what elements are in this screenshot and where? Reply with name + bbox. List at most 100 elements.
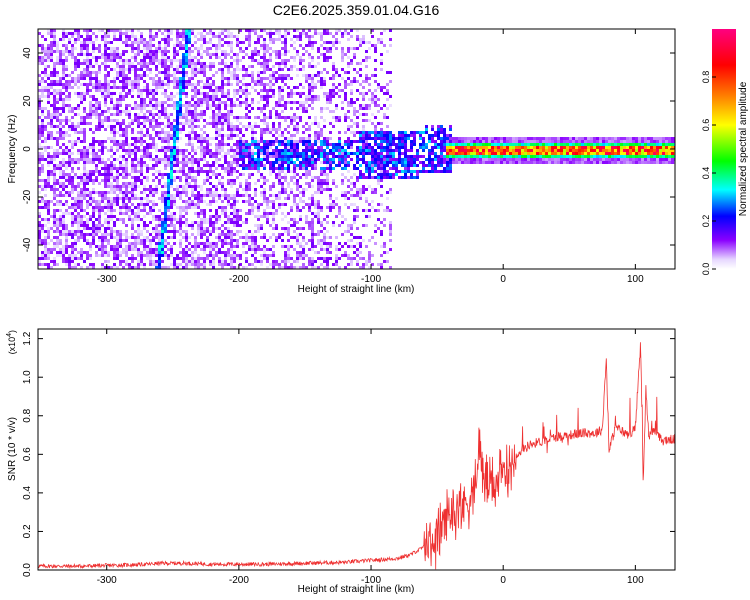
spectrogram-cell (356, 263, 359, 266)
spectrogram-cell (131, 185, 134, 188)
spectrogram-cell (62, 143, 65, 146)
spectrogram-cell (53, 197, 56, 200)
spectrogram-cell (77, 86, 80, 89)
spectrogram-cell (206, 104, 209, 107)
spectrogram-cell (89, 41, 92, 44)
spectrogram-cell (122, 62, 125, 65)
spectrogram-cell (131, 227, 134, 230)
spectrogram-cell (344, 164, 347, 167)
spectrogram-cell (158, 104, 161, 107)
spectrogram-cell (101, 110, 104, 113)
spectrogram-cell (347, 128, 350, 131)
spectrogram-cell (170, 113, 173, 116)
spectrogram-cell (68, 179, 71, 182)
spectrogram-cell (311, 101, 314, 104)
spectrogram-cell (65, 59, 68, 62)
spectrogram-cell (206, 236, 209, 239)
spectrogram-cell (350, 239, 353, 242)
spectrogram-cell (320, 224, 323, 227)
spectrogram-cell (224, 260, 227, 263)
spectrogram-cell (62, 251, 65, 254)
spectrogram-cell (302, 257, 305, 260)
spectrogram-cell (278, 113, 281, 116)
spectrogram-cell (122, 110, 125, 113)
spectrogram-cell (158, 131, 161, 134)
spectrogram-cell (203, 170, 206, 173)
spectrogram-cell (47, 89, 50, 92)
spectrogram-cell (68, 182, 71, 185)
spectrogram-cell (125, 254, 128, 257)
spectrogram-cell (221, 251, 224, 254)
spectrogram-cell (233, 161, 236, 164)
spectrogram-cell (113, 137, 116, 140)
spectrogram-cell (182, 44, 185, 47)
spectrogram-cell (161, 56, 164, 59)
spectrogram-cell (95, 98, 98, 101)
spectrogram-cell (227, 71, 230, 74)
spectrogram-cell (326, 185, 329, 188)
spectrogram-cell (281, 245, 284, 248)
spectrogram-cell (122, 155, 125, 158)
spectrogram-cell (179, 44, 182, 47)
spectrogram-cell (359, 149, 362, 152)
spectrogram-cell (122, 68, 125, 71)
spectrogram-cell (233, 203, 236, 206)
spectrogram-cell (155, 80, 158, 83)
spectrogram-cell (296, 167, 299, 170)
spectrogram-cell (53, 164, 56, 167)
spectrogram-cell (74, 41, 77, 44)
spectrogram-cell (107, 233, 110, 236)
spectrogram-cell (293, 59, 296, 62)
spectrogram-cell (62, 224, 65, 227)
spectrogram-cell (308, 62, 311, 65)
spectrogram-cell (140, 191, 143, 194)
spectrogram-cell (203, 221, 206, 224)
spectrogram-cell (254, 224, 257, 227)
spectrogram-cell (116, 188, 119, 191)
spectrogram-cell (185, 62, 188, 65)
spectrogram-cell (83, 53, 86, 56)
spectrogram-cell (332, 155, 335, 158)
spectrogram-cell (239, 218, 242, 221)
spectrogram-cell (287, 164, 290, 167)
spectrogram-cell (194, 185, 197, 188)
spectrogram-cell (98, 230, 101, 233)
spectrogram-cell (59, 251, 62, 254)
spectrogram-cell (308, 95, 311, 98)
spectrogram-cell (167, 104, 170, 107)
spectrogram-cell (284, 152, 287, 155)
spectrogram-cell (260, 236, 263, 239)
spectrogram-cell (122, 32, 125, 35)
spectrogram-cell (71, 215, 74, 218)
spectrogram-cell (248, 230, 251, 233)
spectrogram-cell (158, 236, 161, 239)
spectrogram-cell (68, 176, 71, 179)
spectrogram-cell (215, 104, 218, 107)
spectrogram-cell (230, 98, 233, 101)
spectrogram-cell (56, 47, 59, 50)
spectrogram-cell (125, 239, 128, 242)
spectrogram-cell (50, 113, 53, 116)
spectrogram-cell (200, 200, 203, 203)
spectrogram-cell (212, 119, 215, 122)
spectrogram-cell (53, 68, 56, 71)
spectrogram-cell (296, 182, 299, 185)
spectrogram-cell (341, 179, 344, 182)
spectrogram-cell (98, 248, 101, 251)
spectrogram-cell (194, 158, 197, 161)
spectrogram-cell (257, 92, 260, 95)
spectrogram-cell (137, 230, 140, 233)
spectrogram-cell (161, 197, 164, 200)
spectrogram-cell (230, 71, 233, 74)
spectrogram-cell (131, 62, 134, 65)
spectrogram-cell (182, 257, 185, 260)
spectrogram-cell (227, 200, 230, 203)
spectrogram-cell (59, 59, 62, 62)
spectrogram-cell (290, 146, 293, 149)
spectrogram-cell (188, 107, 191, 110)
spectrogram-cell (191, 137, 194, 140)
spectrogram-cell (302, 155, 305, 158)
spectrogram-cell (296, 254, 299, 257)
spectrogram-cell (239, 29, 242, 32)
spectrogram-cell (251, 203, 254, 206)
